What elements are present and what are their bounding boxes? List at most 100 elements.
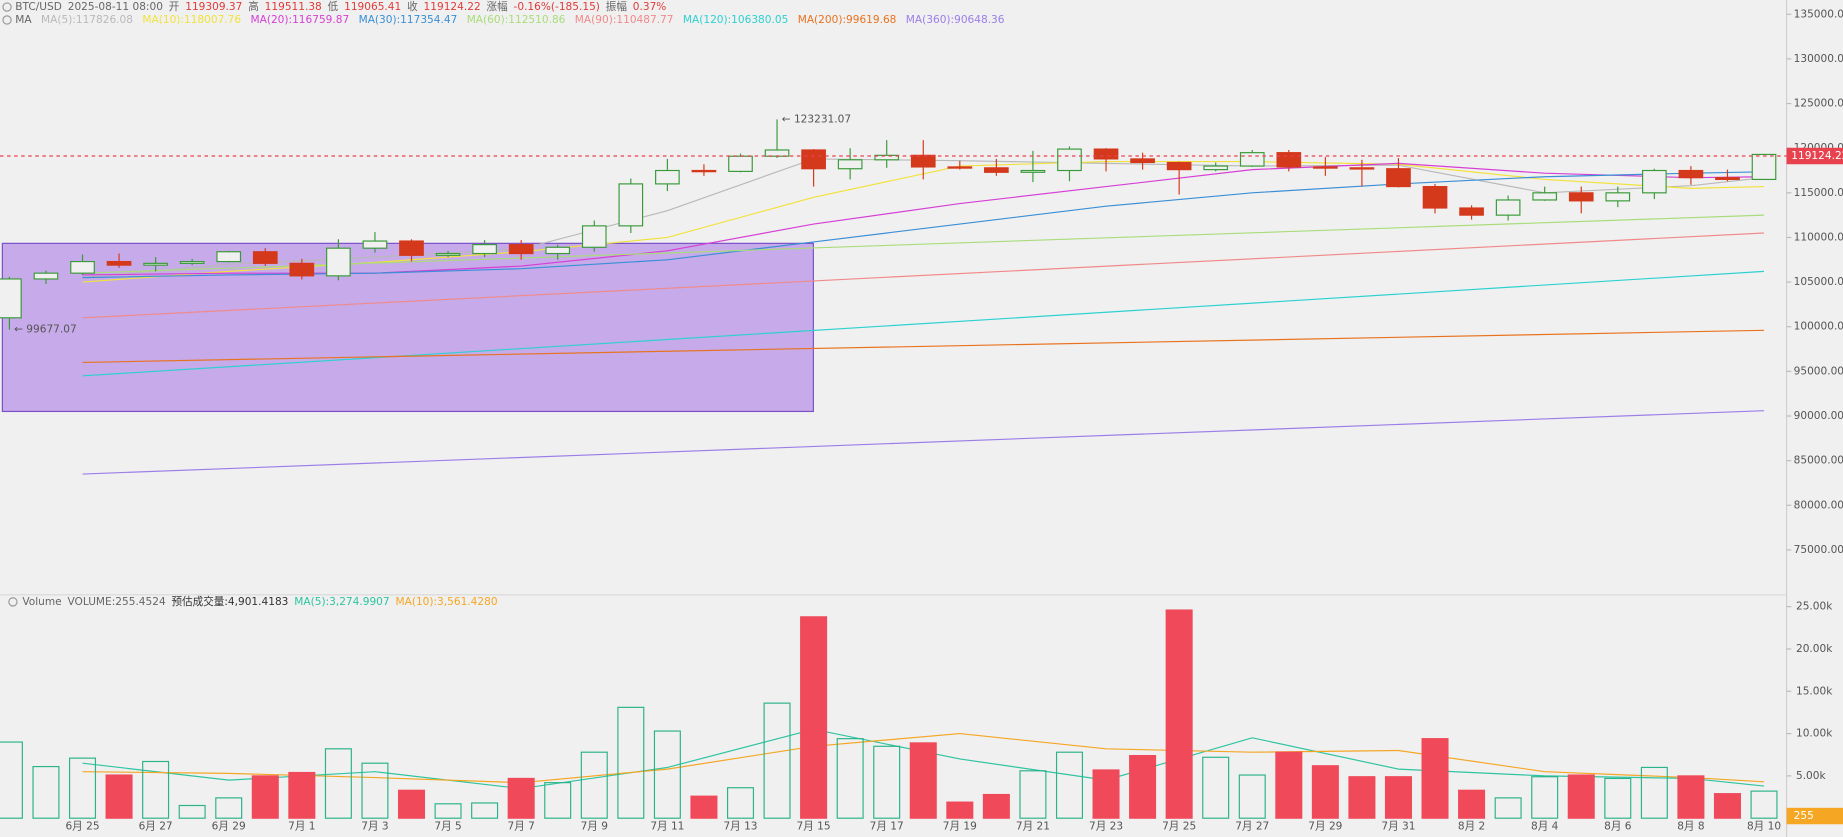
- candle-body: [801, 149, 826, 170]
- candle-body: [1532, 192, 1558, 201]
- volume-bar: [1750, 790, 1778, 819]
- candle-body: [1386, 168, 1411, 188]
- drawn-box[interactable]: [1, 242, 814, 413]
- last-price-label: 119124.22: [1791, 150, 1843, 162]
- candle-body: [216, 251, 242, 263]
- legend-item: MA(10):118007.76: [142, 14, 241, 26]
- x-tick-label: 6月 25: [65, 820, 99, 832]
- candle-body: [984, 167, 1009, 173]
- header-item: 0.37%: [633, 1, 667, 13]
- candle-body: [252, 251, 278, 264]
- x-tick-label: 7月 13: [723, 820, 757, 832]
- header-item: 2025-08-11 08:00: [68, 1, 163, 13]
- x-tick-label: 6月 27: [139, 820, 173, 832]
- ma-line: [82, 270, 1765, 377]
- header-item: VOLUME:255.4524: [68, 596, 166, 608]
- last-price-tag: [1786, 147, 1843, 165]
- y-tick-label: 20.00k: [1796, 643, 1833, 655]
- last-volume-label: 255: [1794, 810, 1814, 822]
- candle-body: [435, 252, 461, 256]
- eye-icon[interactable]: [8, 597, 18, 607]
- header-item: 119309.37: [185, 1, 242, 13]
- volume-bar: [434, 803, 462, 819]
- candle-body: [326, 247, 351, 277]
- x-tick-label: 7月 23: [1089, 820, 1123, 832]
- volume-bar: [68, 757, 97, 819]
- x-tick-label: 7月 3: [361, 820, 388, 832]
- volume-bar: [544, 782, 572, 819]
- volume-bar: [800, 616, 828, 819]
- header-item: 119124.22: [424, 1, 481, 13]
- volume-bar: [1275, 751, 1303, 819]
- candle-body: [910, 154, 936, 168]
- header-item: 高: [248, 0, 259, 13]
- candle-body: [399, 240, 424, 256]
- candle-body: [143, 262, 168, 266]
- volume-bar: [1019, 770, 1047, 819]
- candle-body: [545, 246, 571, 255]
- eye-icon[interactable]: [2, 15, 12, 25]
- volume-bar: [580, 751, 608, 819]
- header-item: 低: [328, 0, 339, 13]
- legend-item: MA(5):117826.08: [41, 14, 133, 26]
- volume-bar: [1458, 789, 1486, 819]
- x-tick-label: 8月 6: [1604, 820, 1632, 832]
- legend-item: MA(20):116759.87: [251, 14, 350, 26]
- header-item: 预估成交量:4,901.4183: [172, 595, 289, 608]
- volume-bar: [0, 741, 23, 819]
- candle-body: [1166, 161, 1192, 171]
- x-tick-label: 8月 10: [1747, 820, 1781, 832]
- volume-bar: [1238, 774, 1266, 819]
- candle-body: [1459, 207, 1484, 216]
- candle-body: [1057, 148, 1082, 172]
- candle-body: [874, 154, 900, 161]
- volume-bar: [105, 774, 133, 819]
- candle-body: [1020, 169, 1046, 173]
- candle-body: [1642, 169, 1667, 194]
- volume-bar: [763, 702, 791, 819]
- candle-body: [179, 260, 205, 264]
- y-tick-label: 10.00k: [1796, 728, 1833, 740]
- candle-body: [1276, 152, 1302, 168]
- candle-body: [70, 260, 95, 274]
- ma-line: [82, 732, 1765, 784]
- volume-bar: [1604, 777, 1632, 819]
- candle-body: [33, 272, 59, 280]
- legend-item: MA(5):3,274.9907: [294, 596, 389, 608]
- volume-bar: [946, 801, 974, 819]
- ma-line: [82, 410, 1765, 475]
- ma-line: [82, 329, 1765, 364]
- candle-body: [1751, 153, 1777, 181]
- x-tick-label: 8月 2: [1458, 820, 1485, 832]
- x-tick-label: 7月 9: [581, 820, 608, 832]
- annotation: ← 99677.07: [14, 324, 77, 336]
- ma-legend: MA MA(5):117826.08 MA(10):118007.76 MA(20):…: [15, 14, 1005, 26]
- candle-body: [947, 166, 973, 169]
- eye-icon[interactable]: [2, 2, 12, 12]
- legend-item: MA(200):99619.68: [798, 14, 897, 26]
- x-tick-label: 8月 4: [1531, 820, 1559, 832]
- x-tick-label: 7月 31: [1381, 820, 1415, 832]
- candle-body: [1130, 158, 1155, 164]
- candle-body: [1495, 199, 1521, 216]
- volume-bar: [1311, 765, 1339, 819]
- volume-bar: [1494, 797, 1522, 819]
- ma-line: [82, 728, 1765, 790]
- header-item: 涨幅: [487, 0, 509, 13]
- candle-body: [581, 225, 607, 248]
- header: BTC/USD 2025-08-11 08:00 开 119309.37 高 119511…: [15, 0, 666, 13]
- volume-bar: [1129, 754, 1157, 819]
- candle-body: [691, 169, 717, 173]
- legend-item: MA(10):3,561.4280: [396, 596, 498, 608]
- y-tick-label: 80000.00: [1794, 499, 1843, 511]
- volume-bar: [1567, 774, 1595, 819]
- ma-line: [82, 171, 1765, 279]
- y-tick-label: 105000.00: [1794, 276, 1843, 288]
- y-tick-label: 25.00k: [1796, 601, 1833, 613]
- candle-body: [362, 240, 388, 249]
- header-item: 119511.38: [265, 1, 322, 13]
- header-item: 收: [407, 0, 418, 13]
- ma-line: [82, 232, 1765, 319]
- volume-bar: [617, 706, 645, 819]
- volume-bar: [471, 802, 499, 819]
